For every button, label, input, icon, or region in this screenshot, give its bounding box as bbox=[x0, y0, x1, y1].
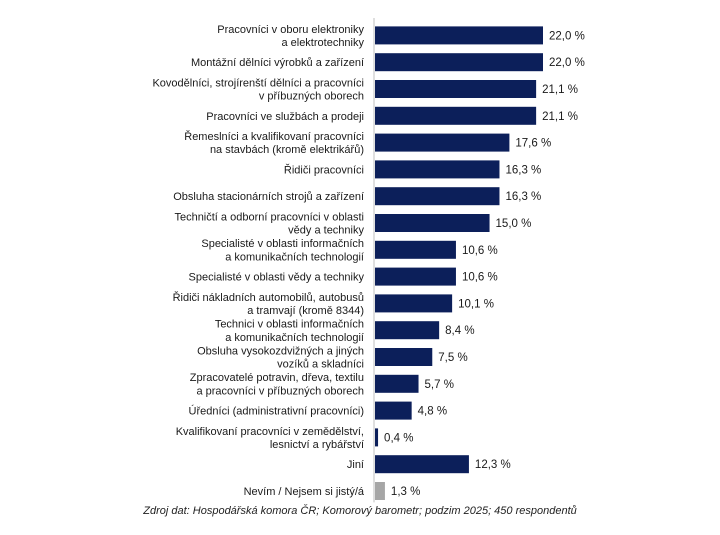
category-label-15-0: Kvalifikovaní pracovníci v zemědělství, bbox=[176, 426, 364, 438]
category-label-0-1: a elektrotechniky bbox=[281, 37, 364, 49]
bar-6 bbox=[375, 187, 500, 206]
category-label-3-0: Pracovníci ve službách a prodeji bbox=[206, 111, 364, 123]
category-label-4-0: Řemeslníci a kvalifikovaní pracovníci bbox=[184, 130, 364, 143]
category-label-10-0: Řidiči nákladních automobilů, autobusů bbox=[173, 291, 364, 304]
bar-2 bbox=[375, 80, 537, 98]
bar-16 bbox=[375, 455, 469, 474]
bar-12 bbox=[375, 348, 433, 366]
value-label-16: 12,3 % bbox=[475, 459, 511, 471]
category-label-1-0: Montážní dělníci výrobků a zařízení bbox=[191, 57, 364, 69]
category-label-14-0: Úředníci (administrativní pracovníci) bbox=[189, 405, 364, 418]
value-label-1: 22,0 % bbox=[549, 57, 585, 69]
value-label-13: 5,7 % bbox=[425, 379, 454, 391]
value-label-7: 15,0 % bbox=[496, 218, 532, 230]
value-label-5: 16,3 % bbox=[505, 164, 541, 176]
bar-10 bbox=[375, 294, 453, 313]
bar-13 bbox=[375, 374, 419, 393]
category-label-13-1: a pracovníci v příbuzných oborech bbox=[196, 385, 364, 397]
category-label-11-0: Technici v oblasti informačních bbox=[215, 319, 364, 331]
category-label-12-1: vozíků a skladníci bbox=[277, 359, 364, 371]
category-label-10-1: a tramvají (kromě 8344) bbox=[247, 305, 364, 317]
value-label-14: 4,8 % bbox=[418, 406, 447, 418]
value-label-4: 17,6 % bbox=[515, 138, 551, 150]
category-label-12-0: Obsluha vysokozdvižných a jiných bbox=[197, 345, 364, 357]
bar-9 bbox=[375, 267, 456, 286]
bar-14 bbox=[375, 401, 412, 420]
category-label-0-0: Pracovníci v oboru elektroniky bbox=[217, 24, 364, 36]
category-label-16-0: Jiní bbox=[347, 459, 364, 471]
category-label-2-0: Kovodělníci, strojírenští dělníci a prac… bbox=[152, 77, 364, 89]
category-label-8-1: a komunikačních technologií bbox=[225, 251, 364, 263]
value-label-8: 10,6 % bbox=[462, 245, 498, 257]
bar-3 bbox=[375, 106, 537, 125]
value-label-12: 7,5 % bbox=[438, 352, 467, 364]
bar-4 bbox=[375, 133, 510, 152]
value-label-3: 21,1 % bbox=[542, 111, 578, 123]
value-label-0: 22,0 % bbox=[549, 30, 585, 42]
value-label-10: 10,1 % bbox=[458, 298, 494, 310]
bar-1 bbox=[375, 53, 543, 72]
category-label-2-1: v příbuzných oborech bbox=[259, 91, 364, 103]
source-note: Zdroj dat: Hospodářská komora ČR; Komoro… bbox=[143, 505, 577, 517]
bar-8 bbox=[375, 240, 456, 259]
category-label-11-1: a komunikačních technologií bbox=[225, 332, 364, 344]
value-label-17: 1,3 % bbox=[391, 486, 420, 498]
bar-5 bbox=[375, 160, 500, 179]
value-label-6: 16,3 % bbox=[505, 191, 541, 203]
category-label-7-0: Techničtí a odborní pracovníci v oblasti bbox=[174, 211, 364, 223]
value-label-9: 10,6 % bbox=[462, 272, 498, 284]
value-label-15: 0,4 % bbox=[384, 432, 413, 444]
category-label-17-0: Nevím / Nejsem si jistý/á bbox=[244, 486, 365, 498]
value-label-2: 21,1 % bbox=[542, 84, 578, 96]
category-label-8-0: Specialisté v oblasti informačních bbox=[201, 238, 364, 250]
category-label-5-0: Řidiči pracovníci bbox=[284, 163, 364, 176]
bar-17 bbox=[375, 482, 385, 500]
bar-15 bbox=[375, 428, 379, 447]
value-label-11: 8,4 % bbox=[445, 325, 474, 337]
bar-0 bbox=[375, 26, 543, 45]
category-label-6-0: Obsluha stacionárních strojů a zařízení bbox=[173, 191, 364, 203]
bar-7 bbox=[375, 214, 490, 232]
bar-11 bbox=[375, 321, 440, 340]
category-label-9-0: Specialisté v oblasti vědy a techniky bbox=[189, 272, 365, 284]
category-label-13-0: Zpracovatelé potravin, dřeva, textilu bbox=[190, 372, 364, 384]
category-label-4-1: na stavbách (kromě elektrikářů) bbox=[210, 144, 364, 156]
category-label-7-1: vědy a techniky bbox=[288, 225, 364, 237]
category-label-15-1: lesnictví a rybářství bbox=[270, 439, 364, 451]
